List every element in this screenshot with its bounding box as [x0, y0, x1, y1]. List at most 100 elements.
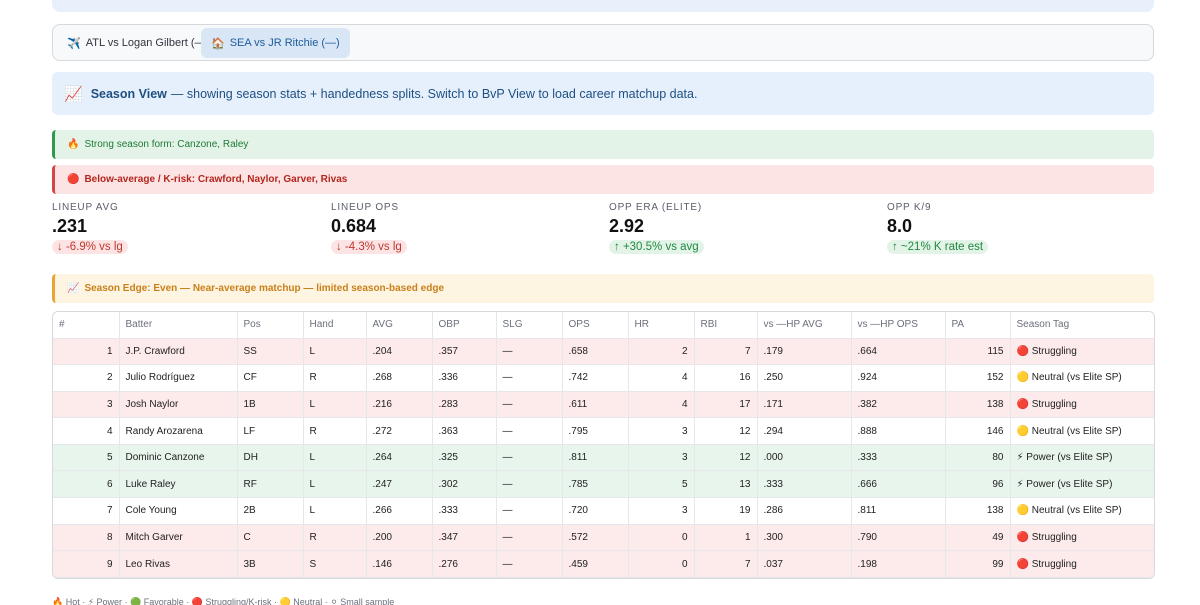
batter-name-cell: Mitch Garver	[119, 524, 238, 552]
alert-text: Below-average / K-risk: Crawford, Naylor…	[84, 174, 348, 185]
home-icon: 🏠	[211, 37, 225, 50]
metric-opp-k9: OPP K/9 8.0 ↑ ~21% K rate est	[887, 202, 989, 255]
tab-label: SEA vs JR Ritchie (—)	[229, 37, 340, 49]
rbi-cell: 13	[694, 470, 758, 499]
vs-hp-ops-cell: .198	[851, 550, 946, 578]
season-tag-cell: 🔴 Struggling	[1010, 391, 1154, 419]
row-number-cell: 3	[53, 391, 120, 419]
table-row[interactable]: 1 J.P. Crawford SS L .204.357— .658 2 7.179.664…	[53, 338, 1154, 366]
pa-cell: 96	[945, 470, 1011, 499]
obp-cell: .347	[432, 524, 497, 552]
column-header[interactable]: OBP	[432, 312, 497, 339]
rbi-cell: 7	[694, 550, 758, 578]
slg-cell: —	[496, 524, 563, 552]
vs-hp-ops-cell: .888	[851, 417, 946, 445]
avg-cell: .268	[366, 364, 433, 392]
column-header[interactable]: AVG	[366, 312, 433, 339]
vs-hp-avg-cell: .250	[757, 364, 852, 392]
table-row[interactable]: 3 Josh Naylor 1B L .216.283— .611 4 17.171.382 1…	[53, 391, 1154, 419]
chart-up-icon: 📈	[67, 283, 80, 294]
ops-cell: .459	[562, 550, 629, 578]
pa-cell: 146	[945, 417, 1011, 445]
avg-cell: .216	[366, 391, 433, 419]
table-row[interactable]: 2 Julio Rodríguez CF R .268.336— .742 4 16.250.…	[53, 364, 1154, 392]
obp-cell: .333	[432, 497, 497, 525]
metric-value: 8.0	[887, 216, 913, 236]
position-cell: 3B	[237, 550, 304, 578]
table-row[interactable]: 7 Cole Young 2B L .266.333— .720 3 19.286.811 13…	[53, 497, 1154, 525]
position-cell: C	[237, 524, 304, 552]
column-header[interactable]: HR	[628, 312, 695, 339]
season-tag-cell: 🔴 Struggling	[1010, 338, 1154, 366]
hr-cell: 4	[628, 391, 695, 419]
slg-cell: —	[496, 417, 563, 445]
pa-cell: 138	[945, 497, 1011, 525]
batter-name-cell: Julio Rodríguez	[119, 364, 238, 392]
slg-cell: —	[496, 364, 563, 392]
obp-cell: .283	[432, 391, 497, 419]
column-header[interactable]: vs —HP AVG	[757, 312, 852, 339]
vs-hp-avg-cell: .294	[757, 417, 852, 445]
column-header[interactable]: #	[53, 312, 120, 339]
tab-label: ATL vs Logan Gilbert (—)	[85, 37, 210, 49]
table-row[interactable]: 5 Dominic Canzone DH L .264.325— .811 3 12.000.…	[53, 444, 1154, 472]
vs-hp-ops-cell: .333	[851, 444, 946, 472]
lineup-table[interactable]: # Batter Pos Hand AVG OBP SLG OPS HR RBI…	[52, 311, 1155, 579]
row-number-cell: 1	[53, 338, 120, 366]
vs-hp-ops-cell: .790	[851, 524, 946, 552]
slg-cell: —	[496, 497, 563, 525]
slg-cell: —	[496, 444, 563, 472]
ops-cell: .811	[562, 444, 629, 472]
row-number-cell: 2	[53, 364, 120, 392]
table-header-row: # Batter Pos Hand AVG OBP SLG OPS HR RBI…	[53, 312, 1154, 339]
column-header[interactable]: vs —HP OPS	[851, 312, 946, 339]
matchup-tabs: ✈️ ATL vs Logan Gilbert (—) 🏠 SEA vs JR …	[52, 24, 1154, 61]
fire-icon: 🔥	[67, 139, 80, 150]
metric-label: OPP ERA (ELITE)	[609, 202, 702, 213]
column-header[interactable]: Hand	[303, 312, 367, 339]
tab-atl-matchup[interactable]: ✈️ ATL vs Logan Gilbert (—)	[57, 28, 219, 58]
rbi-cell: 7	[694, 338, 758, 366]
ops-cell: .785	[562, 470, 629, 499]
batter-name-cell: Randy Arozarena	[119, 417, 238, 445]
airplane-icon: ✈️	[67, 37, 81, 50]
metric-value: .231	[52, 216, 88, 236]
row-number-cell: 8	[53, 524, 120, 552]
column-header[interactable]: RBI	[694, 312, 758, 339]
vs-hp-avg-cell: .286	[757, 497, 852, 525]
column-header[interactable]: PA	[945, 312, 1011, 339]
metric-label: LINEUP OPS	[331, 202, 399, 213]
alert-text: Strong season form: Canzone, Raley	[84, 139, 249, 150]
row-number-cell: 5	[53, 444, 120, 472]
vs-hp-avg-cell: .333	[757, 470, 852, 499]
metric-label: LINEUP AVG	[52, 202, 119, 213]
batter-name-cell: Leo Rivas	[119, 550, 238, 578]
column-header[interactable]: Season Tag	[1010, 312, 1154, 339]
avg-cell: .200	[366, 524, 433, 552]
hr-cell: 3	[628, 417, 695, 445]
pa-cell: 138	[945, 391, 1011, 419]
table-row[interactable]: 9 Leo Rivas 3B S .146.276— .459 0 7.037.198 99 🔴 …	[53, 550, 1154, 578]
hand-cell: L	[303, 444, 367, 472]
metric-lineup-avg: LINEUP AVG .231 ↓ -6.9% vs lg	[52, 202, 128, 255]
column-header[interactable]: SLG	[496, 312, 563, 339]
column-header[interactable]: Batter	[119, 312, 238, 339]
ops-cell: .572	[562, 524, 629, 552]
position-cell: SS	[237, 338, 304, 366]
tag-legend: 🔥 Hot · ⚡ Power · 🟢 Favorable · 🔴 Strugg…	[52, 597, 395, 605]
hand-cell: L	[303, 497, 367, 525]
slg-cell: —	[496, 470, 563, 499]
obp-cell: .302	[432, 470, 497, 499]
table-row[interactable]: 8 Mitch Garver C R .200.347— .572 0 1.300.790 49…	[53, 524, 1154, 552]
position-cell: 1B	[237, 391, 304, 419]
tab-sea-matchup[interactable]: 🏠 SEA vs JR Ritchie (—)	[201, 28, 350, 58]
table-row[interactable]: 6 Luke Raley RF L .247.302— .785 5 13.333.666 96…	[53, 470, 1154, 499]
pa-cell: 152	[945, 364, 1011, 392]
batter-name-cell: Josh Naylor	[119, 391, 238, 419]
column-header[interactable]: Pos	[237, 312, 304, 339]
column-header[interactable]: OPS	[562, 312, 629, 339]
obp-cell: .276	[432, 550, 497, 578]
table-row[interactable]: 4 Randy Arozarena LF R .272.363— .795 3 12.294.…	[53, 417, 1154, 445]
ops-cell: .611	[562, 391, 629, 419]
vs-hp-ops-cell: .666	[851, 470, 946, 499]
